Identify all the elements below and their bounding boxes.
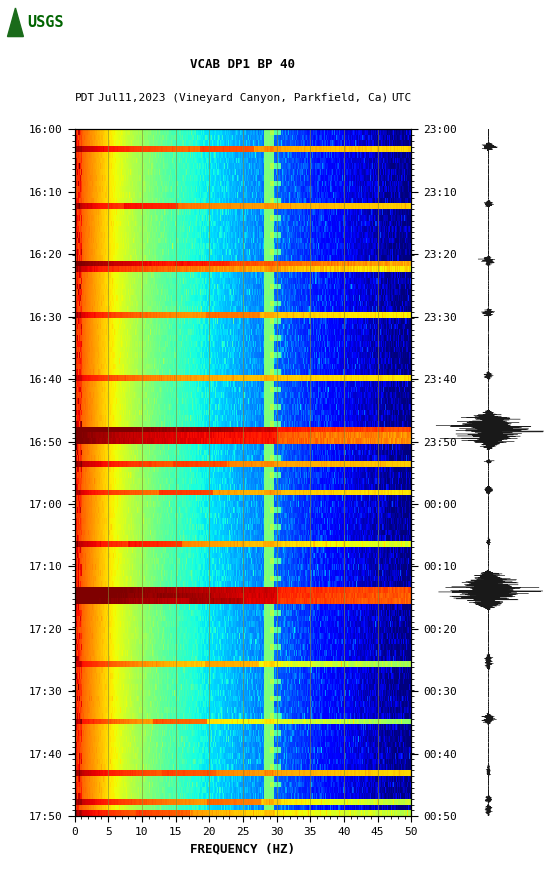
Text: VCAB DP1 BP 40: VCAB DP1 BP 40 — [190, 58, 295, 71]
Text: UTC: UTC — [391, 93, 411, 103]
Text: Jul11,2023 (Vineyard Canyon, Parkfield, Ca): Jul11,2023 (Vineyard Canyon, Parkfield, … — [98, 93, 388, 103]
Polygon shape — [8, 8, 23, 37]
Text: USGS: USGS — [28, 15, 64, 29]
X-axis label: FREQUENCY (HZ): FREQUENCY (HZ) — [190, 842, 295, 855]
Text: PDT: PDT — [75, 93, 95, 103]
